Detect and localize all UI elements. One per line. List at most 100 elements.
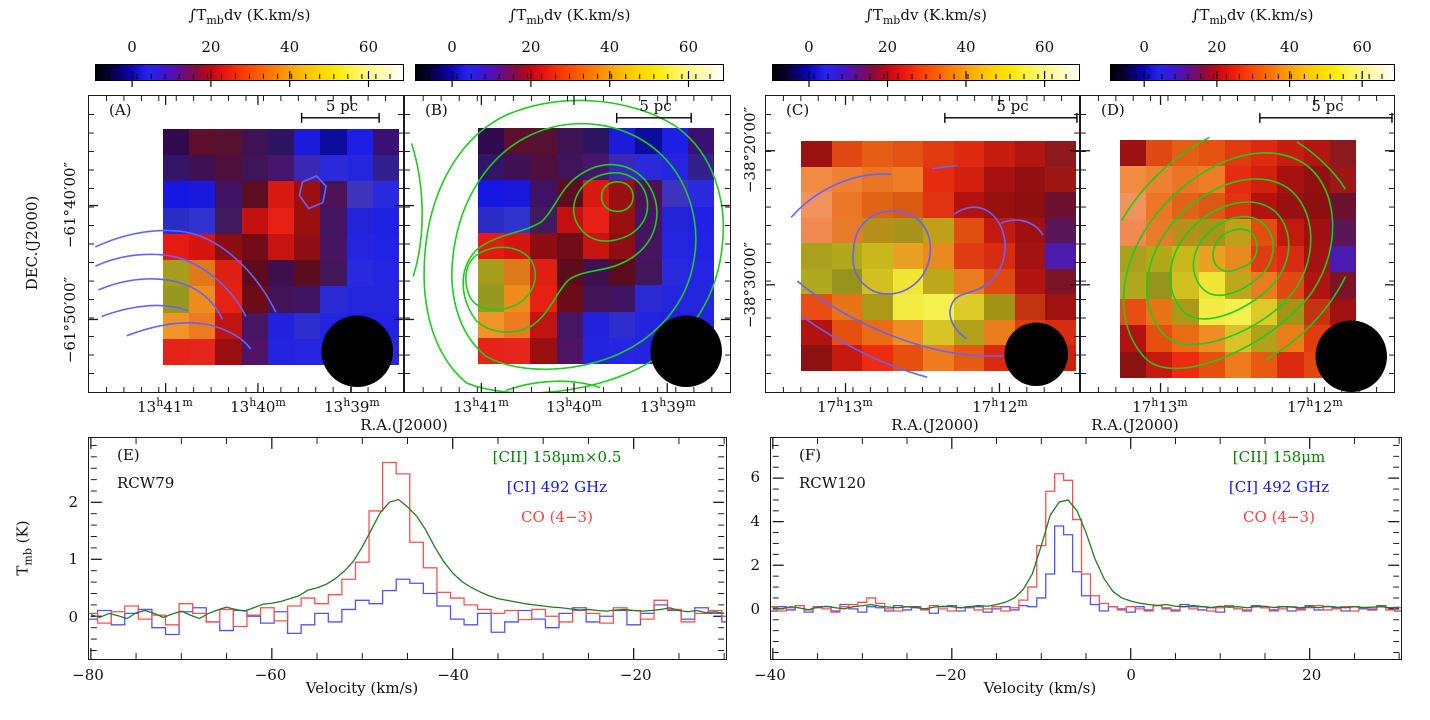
heatmap-cell — [215, 207, 242, 234]
contour-line — [127, 323, 251, 349]
ra-axis-label: 13h39m — [324, 396, 380, 416]
heatmap-cell — [923, 141, 954, 167]
heatmap-cell — [862, 243, 893, 269]
beam-circle — [1315, 320, 1387, 392]
heatmap-cell — [687, 285, 714, 312]
spectrum-plot-e — [89, 438, 726, 659]
map-overlay-c — [766, 96, 1079, 392]
heatmap-cell — [1198, 192, 1225, 220]
heatmap-cell — [1146, 351, 1173, 378]
heatmap-cell — [984, 166, 1015, 193]
heatmap-cell — [923, 166, 954, 193]
heatmap-cell — [953, 192, 985, 218]
heatmap-cell — [320, 260, 347, 287]
ra-axis-label: 17h13m — [817, 396, 873, 416]
heatmap-cell — [1277, 272, 1304, 299]
contour-line — [1193, 217, 1273, 296]
heatmap-cell — [953, 217, 985, 244]
scalebar-label: 5 pc — [325, 97, 359, 115]
heatmap-cell — [189, 181, 216, 208]
heatmap-cell — [862, 294, 893, 320]
heatmap-cell — [504, 337, 531, 364]
heatmap-cell — [556, 128, 583, 155]
contour-line — [463, 165, 657, 332]
x-tick-label: −80 — [72, 666, 104, 684]
contour-line — [466, 247, 535, 309]
heatmap-cell — [346, 129, 373, 156]
heatmap-cell — [1045, 217, 1076, 244]
heatmap-cell — [831, 319, 863, 346]
heatmap-cell — [661, 206, 688, 233]
heatmap-cell — [801, 243, 832, 269]
heatmap-cell — [267, 338, 295, 365]
heatmap-cell — [189, 129, 216, 156]
heatmap-cell — [372, 286, 399, 313]
heatmap-cell — [582, 285, 610, 312]
heatmap-cell — [1172, 219, 1199, 246]
scalebar-label: 5 pc — [639, 97, 672, 115]
ra-axis-label: 13h41m — [453, 396, 509, 416]
heatmap-cell — [163, 312, 190, 339]
heatmap-cell — [478, 180, 505, 207]
heatmap-cell — [556, 337, 583, 364]
colorbar-gradient — [415, 64, 724, 81]
heatmap-cell — [1014, 268, 1046, 295]
heatmap-cell — [1303, 298, 1330, 326]
heatmap-cell — [1198, 245, 1225, 273]
colorbar-title: ∫Tmbdv (K.km/s) — [865, 6, 987, 27]
contour-line — [424, 101, 723, 392]
heatmap-cell — [1198, 166, 1225, 193]
heatmap-cell — [609, 285, 636, 312]
x-tick-label: −40 — [437, 666, 469, 684]
heatmap-cell — [582, 206, 610, 233]
heatmap-cell — [862, 217, 893, 244]
legend-entry: [CII] 158μm×0.5 — [492, 448, 622, 466]
y-tick-label: 0 — [68, 607, 78, 626]
heatmap-cell — [215, 181, 242, 208]
dec-axis-label: −38°30′00″ — [741, 241, 759, 329]
heatmap-cell — [1329, 140, 1356, 167]
x-tick-label: −40 — [754, 666, 786, 684]
heatmap-cell — [215, 155, 242, 182]
x-tick-label: 0 — [1126, 666, 1136, 684]
colorbar-tick-label: 40 — [1280, 38, 1300, 56]
heatmap-cell — [241, 181, 268, 208]
heatmap-cell — [801, 294, 832, 320]
heatmap-cell — [1277, 245, 1304, 273]
contour-line — [853, 211, 930, 294]
map-panel-b: (B) 5 pc — [404, 95, 731, 393]
heatmap-cell — [984, 141, 1015, 167]
heatmap-cell — [372, 260, 399, 287]
contour-line — [950, 207, 1005, 339]
heatmap-cell — [1045, 268, 1076, 295]
heatmap-cell — [862, 141, 893, 167]
heatmap-cell — [320, 286, 347, 313]
x-axis-title-e: Velocity (km/s) — [305, 679, 419, 697]
legend-entry: [CII] 158μm — [1232, 448, 1326, 466]
y-tick-label: 6 — [750, 468, 760, 487]
heatmap-cell — [241, 129, 268, 156]
heatmap-cell — [294, 312, 321, 339]
heatmap-cell — [556, 311, 583, 338]
heatmap-cell — [215, 312, 242, 339]
heatmap-cell — [1224, 245, 1252, 273]
heatmap-cell — [1146, 140, 1173, 167]
heatmap-cell — [163, 207, 190, 234]
spectrum-panel-e: (E) RCW79 [CII] 158μm×0.5 [CI] 492 GHz CO … — [88, 437, 727, 660]
heatmap-cell — [582, 232, 610, 260]
x-axis-title-f: Velocity (km/s) — [983, 679, 1097, 697]
source-label-rcw79: RCW79 — [117, 474, 175, 492]
colorbar-tick-label: 20 — [1207, 38, 1227, 56]
heatmap-cell — [862, 319, 893, 346]
heatmap-cell — [215, 338, 242, 365]
colorbar-gradient — [1110, 64, 1395, 81]
y-tick-label: 4 — [750, 512, 760, 531]
heatmap-cell — [215, 129, 242, 156]
heatmap-cell — [1045, 166, 1076, 193]
colorbar-title: ∫Tmbdv (K.km/s) — [508, 6, 631, 27]
heatmap-cell — [163, 181, 190, 208]
heatmap-cell — [635, 128, 662, 155]
heatmap-cell — [1224, 298, 1252, 326]
heatmap-cell — [294, 338, 321, 365]
heatmap-cell — [923, 192, 954, 218]
